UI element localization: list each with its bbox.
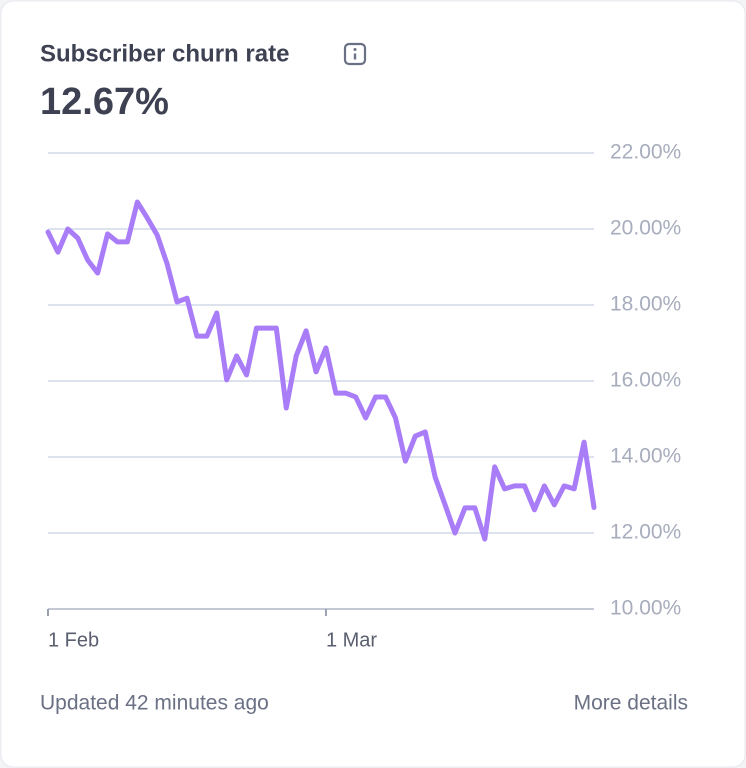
more-details-link[interactable]: More details: [574, 692, 688, 715]
line-series: [45, 199, 597, 542]
x-tick-label: 1 Mar: [326, 629, 377, 651]
updated-text: Updated 42 minutes ago: [40, 692, 269, 715]
y-tick-label: 20.00%: [610, 217, 681, 240]
info-icon[interactable]: [343, 42, 367, 66]
y-tick-label: 10.00%: [610, 597, 681, 620]
chart-title: Subscriber churn rate: [40, 40, 289, 67]
y-tick-label: 12.00%: [610, 521, 681, 544]
x-tick-label: 1 Feb: [48, 629, 99, 651]
y-tick-label: 22.00%: [610, 141, 681, 164]
y-tick-label: 18.00%: [610, 293, 681, 316]
y-tick-label: 16.00%: [610, 369, 681, 392]
headline-value: 12.67%: [40, 81, 169, 123]
y-tick-label: 14.00%: [610, 445, 681, 468]
